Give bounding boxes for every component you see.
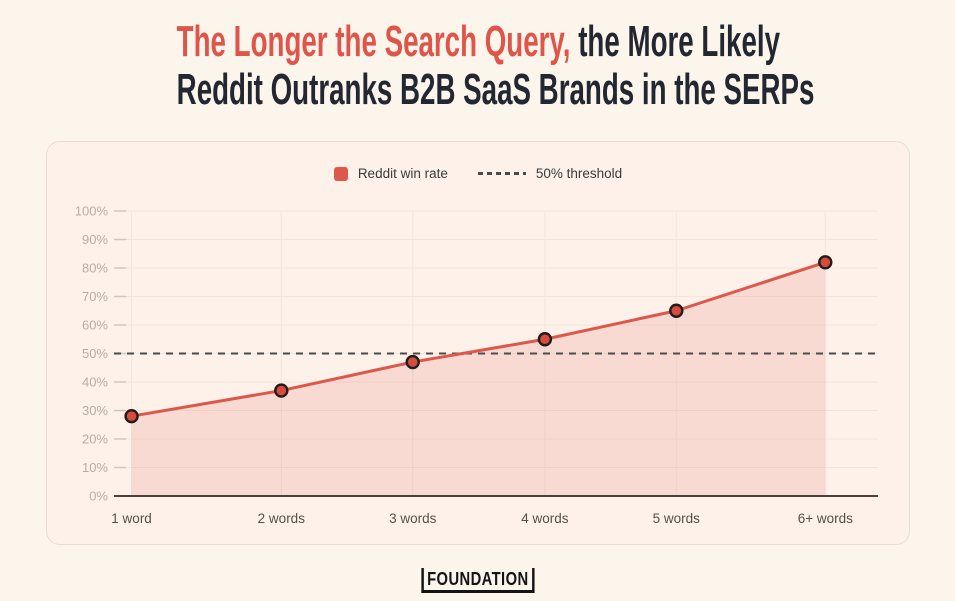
y-tick-label: 90%: [82, 232, 108, 247]
y-tick-label: 40%: [82, 375, 108, 390]
x-tick-label: 3 words: [389, 511, 437, 526]
x-tick-label: 6+ words: [798, 511, 853, 526]
y-tick-label: 20%: [82, 432, 108, 447]
x-tick-label: 2 words: [258, 511, 306, 526]
data-point: [405, 354, 420, 370]
legend-item-reddit-win-rate: Reddit win rate: [333, 166, 448, 181]
y-tick-label: 30%: [82, 403, 108, 418]
series-line: [130, 260, 827, 418]
foundation-logo-text: FOUNDATION: [426, 569, 529, 589]
y-tick-label: 0%: [89, 489, 108, 504]
legend-dashed-line-icon: [477, 172, 526, 175]
y-tick-label: 60%: [82, 318, 108, 333]
series-area: [131, 262, 826, 496]
y-tick-label: 100%: [75, 204, 109, 219]
legend-item-threshold: 50% threshold: [477, 166, 623, 181]
title-line-2: Reddit Outranks B2B SaaS Brands in the S…: [176, 65, 815, 114]
chart-card: Reddit win rate 50% threshold 0% 10% 20% 30…: [46, 141, 910, 545]
data-point: [537, 332, 553, 347]
chart-svg: 0% 10% 20% 30% 40% 50% 60% 70% 80% 90% 100% 1 word 2…: [75, 204, 878, 526]
x-tick-label: 4 words: [521, 511, 569, 526]
footer: FOUNDATION: [0, 568, 955, 593]
legend-label-reddit-win-rate: Reddit win rate: [357, 166, 448, 181]
title-highlight: The Longer the Search Query,: [176, 17, 571, 66]
x-tick-label: 5 words: [653, 511, 701, 526]
y-tick-label: 10%: [82, 460, 108, 475]
foundation-logo: FOUNDATION: [421, 568, 534, 593]
title-line-1: The Longer the Search Query, the More Li…: [176, 17, 780, 66]
data-point: [274, 383, 289, 398]
data-point: [669, 303, 684, 318]
legend-swatch-icon: [333, 166, 348, 181]
y-tick-label: 50%: [82, 346, 108, 361]
y-tick-label: 70%: [82, 289, 108, 304]
y-tick-label: 80%: [82, 261, 108, 276]
page-title: The Longer the Search Query, the More Li…: [176, 17, 815, 114]
chart-legend: Reddit win rate 50% threshold: [47, 166, 909, 181]
title-line1-rest: the More Likely: [570, 17, 780, 66]
data-point: [818, 255, 833, 270]
legend-label-threshold: 50% threshold: [535, 166, 623, 181]
data-point: [124, 409, 139, 424]
x-tick-label: 1 word: [111, 511, 152, 526]
